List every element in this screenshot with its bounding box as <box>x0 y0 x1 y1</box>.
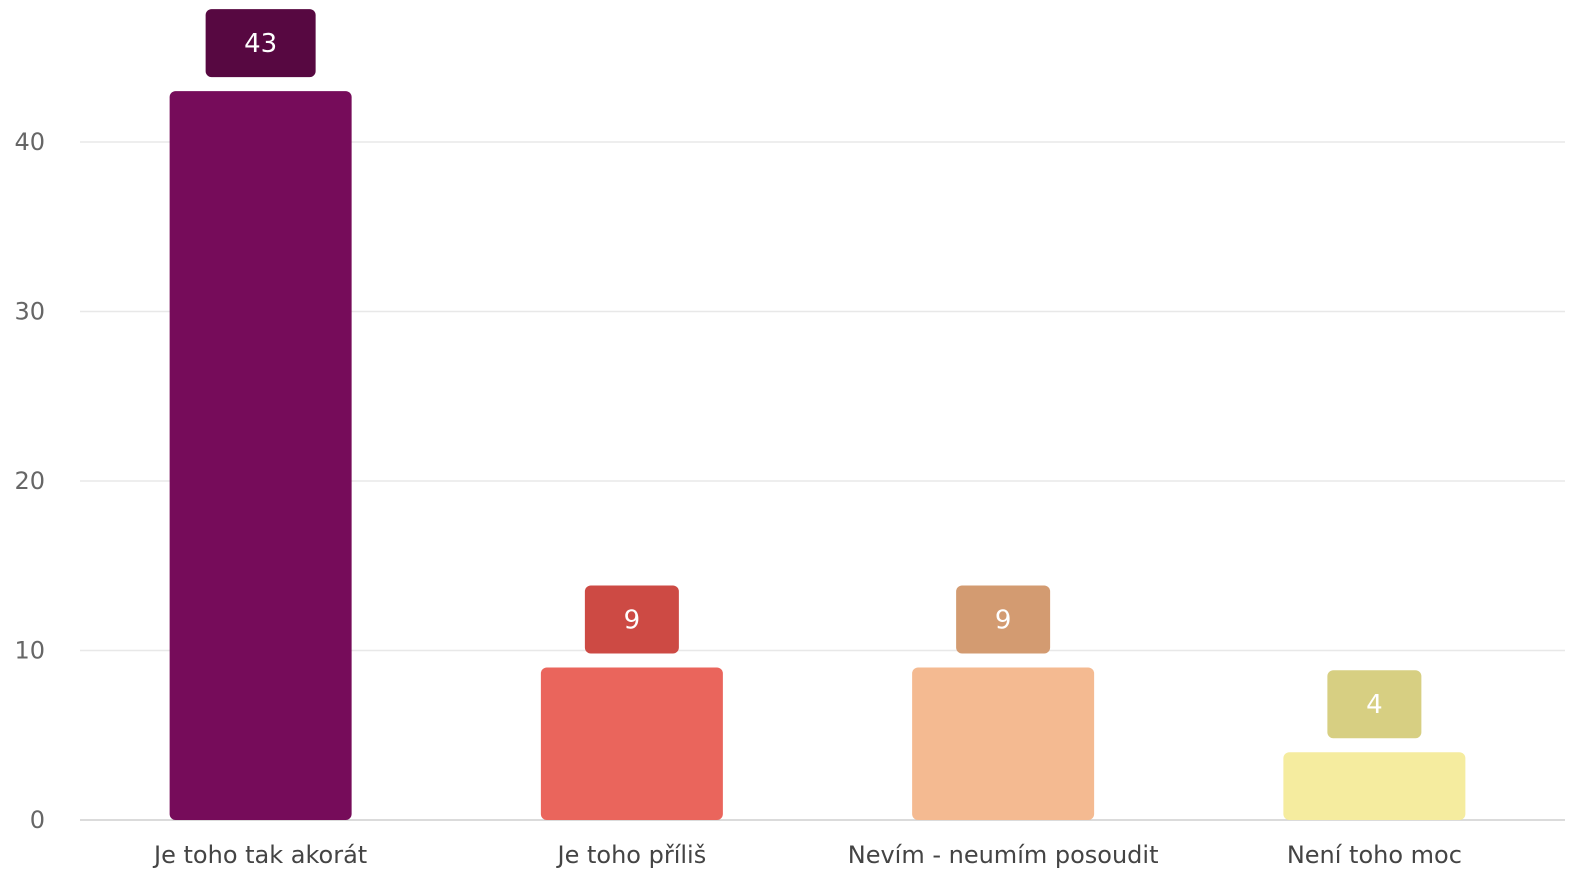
x-tick-label: Nevím - neumím posoudit <box>848 841 1159 869</box>
x-axis: Je toho tak akorát Je toho příliš Nevím - … <box>152 841 1462 869</box>
x-tick-label: Je toho tak akorát <box>152 841 367 869</box>
bar <box>912 667 1095 820</box>
y-tick-label: 0 <box>30 806 45 834</box>
y-tick-label: 30 <box>14 298 45 326</box>
data-label-box <box>584 585 679 654</box>
y-axis: 0 10 20 30 40 <box>14 128 45 834</box>
bar <box>1283 752 1466 820</box>
x-tick-label: Není toho moc <box>1287 841 1462 869</box>
bar <box>540 667 723 820</box>
x-tick-label: Je toho příliš <box>556 841 707 869</box>
y-tick-label: 40 <box>14 128 45 156</box>
data-label-box <box>205 9 316 78</box>
data-label: 9 <box>995 605 1012 635</box>
y-tick-label: 20 <box>14 467 45 495</box>
bars: 43 9 9 4 <box>169 9 1466 820</box>
data-label: 4 <box>1366 690 1383 720</box>
y-tick-label: 10 <box>14 637 45 665</box>
data-label-box <box>1327 670 1422 739</box>
bar <box>169 91 352 820</box>
data-label-box <box>956 585 1051 654</box>
data-label: 43 <box>244 29 277 59</box>
data-label: 9 <box>624 605 641 635</box>
